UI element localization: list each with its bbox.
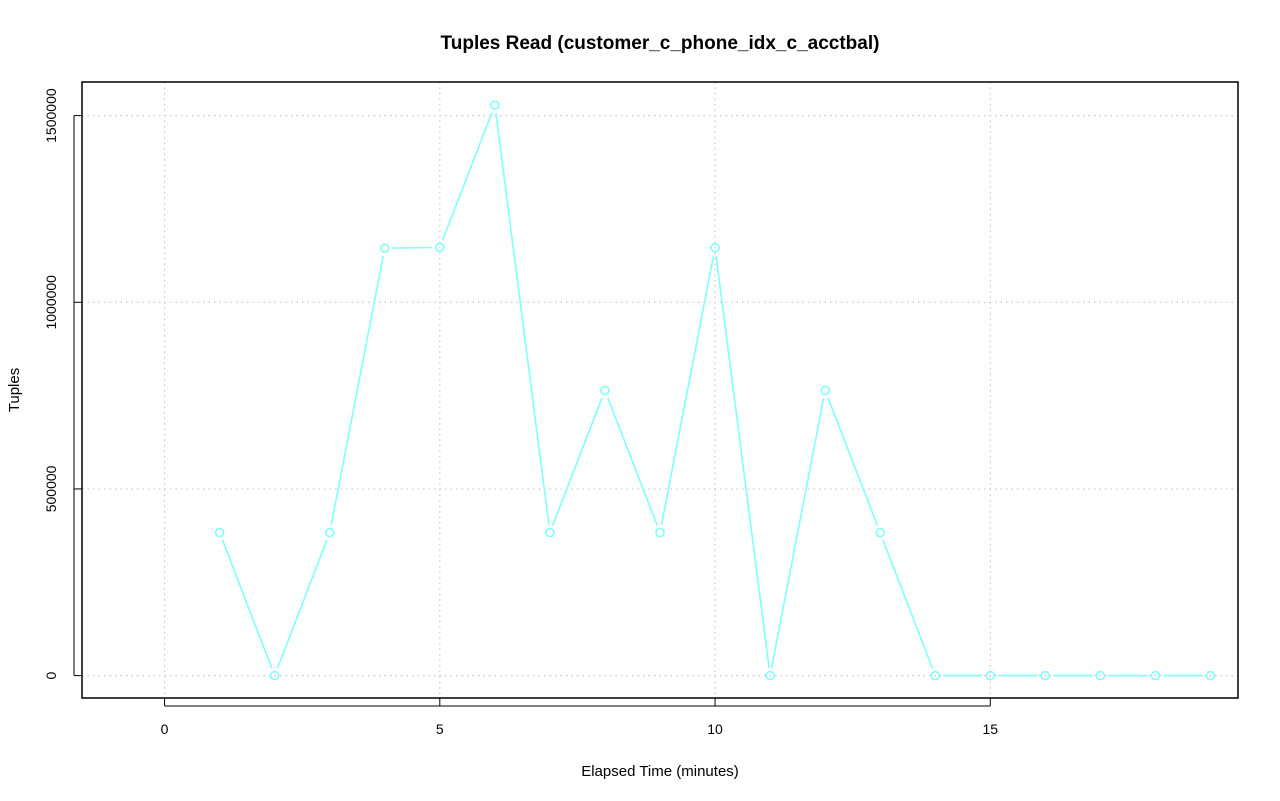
x-axis: 0 5 10 15	[161, 698, 998, 737]
data-point	[545, 527, 555, 538]
x-tick-label: 5	[436, 721, 444, 737]
data-point	[820, 385, 830, 396]
series-segment	[441, 112, 493, 241]
data-point	[655, 527, 665, 538]
y-tick-label: 1000000	[43, 275, 59, 330]
series-segment	[221, 539, 273, 669]
data-point	[1040, 670, 1051, 681]
series-segment	[715, 255, 770, 668]
x-axis-label: Elapsed Time (minutes)	[581, 763, 739, 780]
series-segment	[495, 112, 550, 525]
y-tick-label: 500000	[43, 465, 59, 512]
data-point	[1095, 670, 1106, 681]
series-segment	[827, 397, 879, 526]
data-point	[985, 670, 996, 681]
data-point	[1205, 670, 1216, 681]
data-point	[435, 242, 445, 253]
series-layer	[214, 100, 1216, 681]
data-point	[214, 527, 225, 538]
data-point	[324, 527, 335, 538]
data-point	[600, 385, 610, 396]
y-tick-label: 1500000	[43, 88, 59, 143]
series-segment	[660, 255, 715, 525]
series-segment	[330, 255, 385, 525]
series-segment	[392, 246, 432, 249]
x-tick-label: 0	[161, 721, 169, 737]
plot-frame	[81, 81, 1239, 699]
x-tick-label: 10	[707, 721, 723, 737]
data-point	[930, 670, 941, 681]
grid	[82, 82, 1238, 698]
y-axis: 0 500000 1000000 1500000	[43, 88, 82, 679]
series-segment	[770, 398, 825, 668]
y-tick-label: 0	[43, 671, 59, 679]
data-point	[379, 243, 390, 253]
data-point	[765, 670, 775, 681]
data-point	[490, 100, 500, 110]
series-segment	[552, 397, 603, 526]
x-tick-label: 15	[982, 721, 998, 737]
data-point	[875, 527, 885, 538]
series-segment	[607, 397, 658, 526]
data-point	[269, 670, 280, 681]
y-axis-label: Tuples	[6, 368, 23, 412]
data-point	[710, 242, 720, 253]
series-segment	[276, 539, 328, 669]
data-point	[1150, 670, 1161, 681]
chart-title: Tuples Read (customer_c_phone_idx_c_acct…	[441, 33, 880, 54]
series-segment	[882, 539, 934, 669]
